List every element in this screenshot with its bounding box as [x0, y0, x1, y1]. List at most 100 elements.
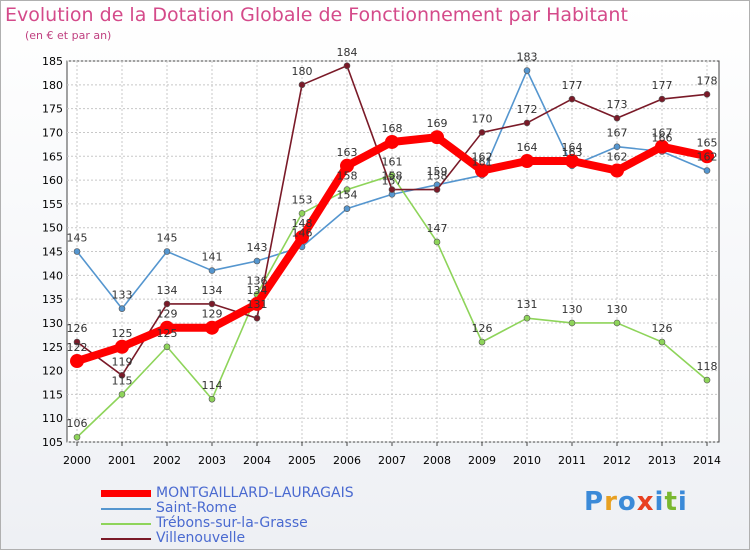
- x-tick-label: 2000: [63, 454, 91, 467]
- data-point-montgaillard-lauragais: [475, 163, 489, 178]
- x-tick-label: 2012: [603, 454, 631, 467]
- data-label-saint-rome: 166: [652, 131, 673, 144]
- data-point-montgaillard-lauragais: [610, 163, 624, 178]
- data-label-trebons-sur-la-grasse: 131: [517, 298, 538, 311]
- y-tick-label: 175: [42, 103, 63, 116]
- data-point-saint-rome: [703, 167, 711, 174]
- x-tick-label: 2011: [558, 454, 586, 467]
- data-label-villenouvelle: 119: [112, 355, 133, 368]
- data-point-montgaillard-lauragais: [250, 296, 264, 311]
- y-tick-label: 130: [42, 317, 63, 330]
- data-point-villenouvelle: [163, 300, 171, 308]
- data-label-montgaillard-lauragais: 134: [247, 284, 268, 297]
- y-tick-label: 135: [42, 293, 63, 306]
- legend-label-villenouvelle: Villenouvelle: [156, 530, 246, 546]
- data-point-trebons-sur-la-grasse: [658, 338, 666, 346]
- data-label-villenouvelle: 172: [517, 103, 538, 116]
- data-point-villenouvelle: [253, 314, 261, 322]
- data-point-trebons-sur-la-grasse: [523, 314, 531, 322]
- data-label-trebons-sur-la-grasse: 126: [652, 322, 673, 335]
- data-label-saint-rome: 162: [697, 151, 718, 164]
- y-tick-label: 110: [42, 412, 63, 425]
- y-tick-label: 160: [42, 174, 63, 187]
- data-label-trebons-sur-la-grasse: 115: [112, 374, 133, 387]
- series-layer: [70, 62, 714, 441]
- data-point-trebons-sur-la-grasse: [298, 210, 306, 217]
- data-point-villenouvelle: [523, 119, 531, 127]
- y-tick-label: 120: [42, 365, 63, 378]
- logo-letter: t: [664, 487, 678, 517]
- data-label-montgaillard-lauragais: 129: [202, 308, 223, 321]
- chart-subtitle: (en € et par an): [25, 29, 112, 42]
- legend-swatch-montgaillard: [101, 490, 151, 497]
- data-point-saint-rome: [163, 248, 171, 255]
- data-point-villenouvelle: [568, 95, 576, 103]
- data-point-montgaillard-lauragais: [115, 339, 129, 354]
- data-label-saint-rome: 146: [292, 227, 313, 240]
- data-point-saint-rome: [343, 205, 351, 212]
- data-label-trebons-sur-la-grasse: 125: [157, 327, 178, 340]
- y-tick-label: 105: [42, 436, 63, 449]
- data-label-montgaillard-lauragais: 167: [652, 127, 673, 140]
- data-label-villenouvelle: 177: [562, 79, 583, 92]
- data-point-villenouvelle: [118, 372, 126, 379]
- legend-swatch-trebons: [101, 523, 151, 525]
- legend-item-trebons[interactable]: Trébons-sur-la-Grasse: [101, 515, 421, 531]
- data-point-villenouvelle: [298, 81, 306, 89]
- data-point-saint-rome: [208, 267, 216, 274]
- legend-item-saint-rome[interactable]: Saint-Rome: [101, 500, 421, 516]
- data-point-trebons-sur-la-grasse: [118, 391, 126, 398]
- data-point-trebons-sur-la-grasse: [703, 376, 711, 384]
- data-label-montgaillard-lauragais: 164: [562, 141, 583, 154]
- data-label-trebons-sur-la-grasse: 130: [607, 303, 628, 316]
- data-point-trebons-sur-la-grasse: [208, 395, 216, 403]
- legend-swatch-villenouvelle: [101, 538, 151, 540]
- data-point-montgaillard-lauragais: [160, 320, 174, 335]
- data-point-montgaillard-lauragais: [295, 230, 309, 245]
- data-label-trebons-sur-la-grasse: 114: [202, 379, 223, 392]
- data-point-montgaillard-lauragais: [520, 154, 534, 169]
- y-tick-label: 185: [42, 55, 63, 68]
- legend-item-villenouvelle[interactable]: Villenouvelle: [101, 530, 421, 546]
- data-point-villenouvelle: [658, 95, 666, 103]
- legend-item-montgaillard[interactable]: MONTGAILLARD-LAURAGAIS: [101, 485, 421, 501]
- data-label-montgaillard-lauragais: 168: [382, 122, 403, 135]
- proxiti-logo[interactable]: Proxiti: [584, 487, 688, 517]
- data-point-villenouvelle: [388, 186, 396, 193]
- data-label-villenouvelle: 180: [292, 65, 313, 78]
- data-label-saint-rome: 133: [112, 289, 133, 302]
- data-point-villenouvelle: [343, 62, 351, 70]
- data-point-villenouvelle: [208, 300, 216, 308]
- data-point-montgaillard-lauragais: [340, 158, 354, 173]
- data-point-trebons-sur-la-grasse: [568, 319, 576, 327]
- data-point-trebons-sur-la-grasse: [433, 238, 441, 246]
- y-tick-label: 145: [42, 246, 63, 259]
- data-point-montgaillard-lauragais: [430, 130, 444, 145]
- data-label-villenouvelle: 178: [697, 74, 718, 87]
- data-point-villenouvelle: [433, 186, 441, 193]
- data-label-montgaillard-lauragais: 129: [157, 308, 178, 321]
- x-tick-label: 2008: [423, 454, 451, 467]
- x-tick-label: 2009: [468, 454, 496, 467]
- data-label-saint-rome: 145: [157, 232, 178, 245]
- x-tick-label: 2007: [378, 454, 406, 467]
- data-label-villenouvelle: 158: [427, 170, 448, 183]
- data-point-saint-rome: [523, 67, 531, 74]
- logo-letter: o: [617, 487, 637, 517]
- axis-layer: 105 110 115 120 125 130 135 140 145 150 155 160 165 1…: [42, 55, 721, 467]
- data-label-montgaillard-lauragais: 163: [337, 146, 358, 159]
- legend-label-montgaillard: MONTGAILLARD-LAURAGAIS: [156, 485, 354, 501]
- data-point-montgaillard-lauragais: [205, 320, 219, 335]
- x-tick-label: 2003: [198, 454, 226, 467]
- data-label-villenouvelle: 134: [202, 284, 223, 297]
- data-label-villenouvelle: 158: [382, 170, 403, 183]
- data-point-montgaillard-lauragais: [70, 354, 84, 369]
- data-label-trebons-sur-la-grasse: 153: [292, 193, 313, 206]
- data-label-saint-rome: 143: [247, 241, 268, 254]
- data-label-montgaillard-lauragais: 164: [517, 141, 538, 154]
- data-point-montgaillard-lauragais: [655, 139, 669, 154]
- chart-title: Evolution de la Dotation Globale de Fonc…: [5, 4, 628, 26]
- logo-letter: r: [604, 487, 618, 517]
